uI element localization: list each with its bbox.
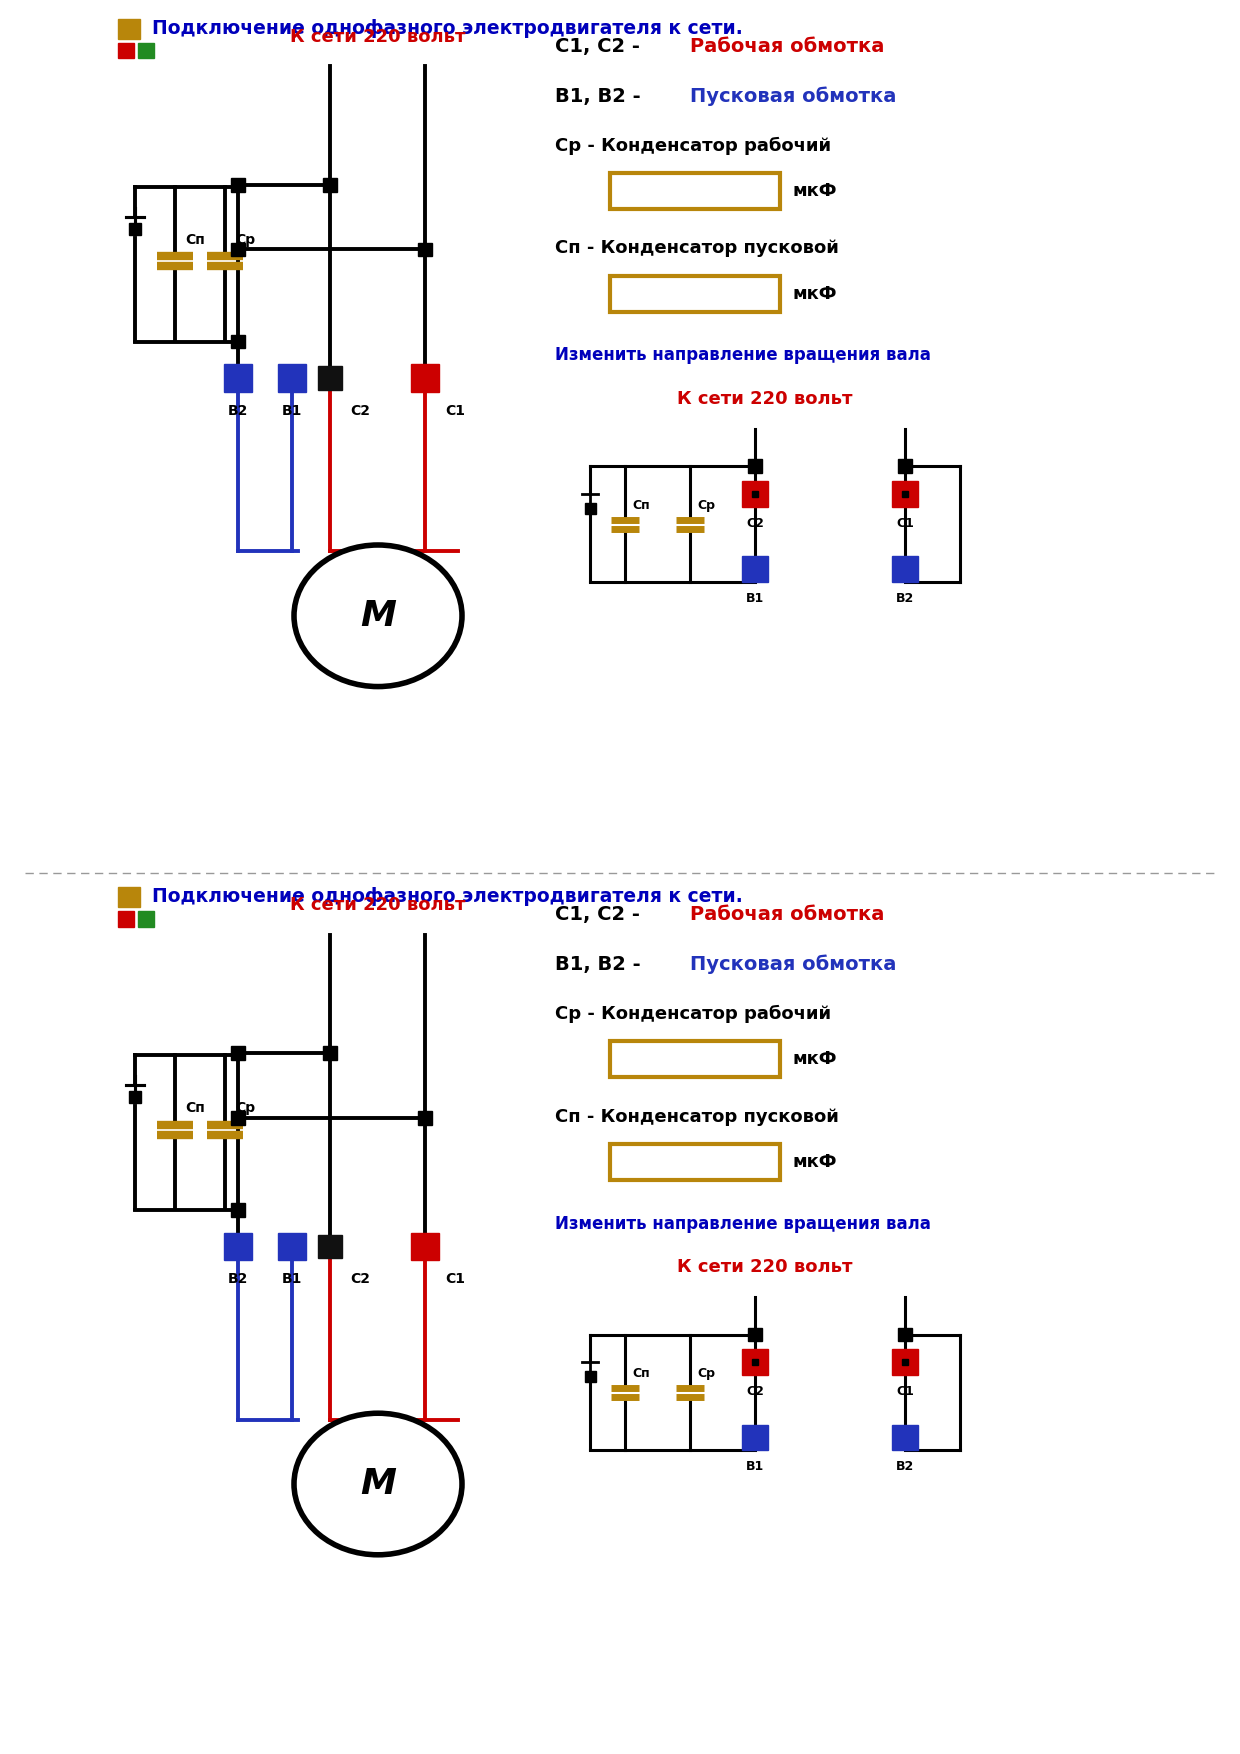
Bar <box>742 481 768 507</box>
Text: С1: С1 <box>897 517 914 530</box>
Bar <box>129 1091 141 1103</box>
Bar <box>319 1235 342 1258</box>
Bar <box>610 1144 780 1180</box>
Text: Пусковая обмотка: Пусковая обмотка <box>689 86 897 105</box>
Text: Подключение однофазного электродвигателя к сети.: Подключение однофазного электродвигателя… <box>153 888 743 907</box>
Text: С2: С2 <box>746 517 764 530</box>
Text: Ср: Ср <box>236 233 255 247</box>
Text: М: М <box>360 598 396 633</box>
Bar <box>118 19 140 39</box>
Bar <box>138 910 154 926</box>
Text: Рабочая обмотка: Рабочая обмотка <box>689 37 884 56</box>
Bar <box>231 242 246 256</box>
Bar <box>118 888 140 907</box>
Text: мкФ: мкФ <box>792 286 837 303</box>
Bar <box>418 1110 432 1124</box>
Bar <box>748 460 763 474</box>
Bar <box>892 481 918 507</box>
Text: В2: В2 <box>228 403 248 417</box>
Text: В1, В2 -: В1, В2 - <box>556 954 647 973</box>
Bar <box>584 1372 595 1382</box>
Bar <box>610 275 780 312</box>
Bar <box>742 1424 768 1451</box>
Bar <box>892 556 918 582</box>
Text: С1, С2 -: С1, С2 - <box>556 905 646 924</box>
Text: Ср: Ср <box>697 498 715 512</box>
Bar <box>278 1233 306 1261</box>
Text: Сп - Конденсатор пусковой: Сп - Конденсатор пусковой <box>556 1109 839 1126</box>
Text: В1: В1 <box>746 1461 764 1473</box>
Text: К сети 220 вольт: К сети 220 вольт <box>290 28 465 46</box>
Text: В2: В2 <box>895 1461 914 1473</box>
Bar <box>231 1203 246 1217</box>
Bar <box>231 1110 246 1124</box>
Text: М: М <box>360 1466 396 1501</box>
Text: К сети 220 вольт: К сети 220 вольт <box>290 896 465 914</box>
Bar <box>410 365 439 393</box>
Text: Ср: Ср <box>697 1366 715 1380</box>
Text: Сп: Сп <box>185 1102 205 1116</box>
Text: В2: В2 <box>228 1272 248 1286</box>
Text: В1, В2 -: В1, В2 - <box>556 86 647 105</box>
Bar <box>418 242 432 256</box>
Text: Сп: Сп <box>632 1366 650 1380</box>
Ellipse shape <box>294 545 463 686</box>
Bar <box>742 1349 768 1375</box>
Bar <box>224 1233 252 1261</box>
Text: Пусковая обмотка: Пусковая обмотка <box>689 954 897 973</box>
Text: Рабочая обмотка: Рабочая обмотка <box>689 905 884 924</box>
Bar <box>892 1349 918 1375</box>
Text: Сп - Конденсатор пусковой: Сп - Конденсатор пусковой <box>556 240 839 258</box>
Text: С1: С1 <box>897 1386 914 1398</box>
Bar <box>898 1328 911 1342</box>
Bar <box>231 179 246 191</box>
Text: К сети 220 вольт: К сети 220 вольт <box>677 389 853 409</box>
Bar <box>410 1233 439 1261</box>
Bar <box>748 1328 763 1342</box>
Text: Ср: Ср <box>236 1102 255 1116</box>
Text: В1: В1 <box>281 403 303 417</box>
Text: С1: С1 <box>445 403 465 417</box>
Text: Ср - Конденсатор рабочий: Ср - Конденсатор рабочий <box>556 137 831 154</box>
Text: Сп: Сп <box>632 498 650 512</box>
Bar <box>224 365 252 393</box>
Text: Ср - Конденсатор рабочий: Ср - Конденсатор рабочий <box>556 1005 831 1023</box>
Bar <box>322 179 337 191</box>
Text: В2: В2 <box>895 593 914 605</box>
Text: Изменить направление вращения вала: Изменить направление вращения вала <box>556 1214 931 1233</box>
Bar <box>742 556 768 582</box>
Bar <box>319 367 342 389</box>
Bar <box>118 42 134 58</box>
Bar <box>584 503 595 514</box>
Text: С2: С2 <box>746 1386 764 1398</box>
Bar <box>129 223 141 235</box>
Bar <box>610 174 780 209</box>
Text: Подключение однофазного электродвигателя к сети.: Подключение однофазного электродвигателя… <box>153 19 743 39</box>
Bar <box>892 1424 918 1451</box>
Bar <box>231 335 246 349</box>
Bar <box>231 1047 246 1059</box>
Bar <box>610 1042 780 1077</box>
Text: К сети 220 вольт: К сети 220 вольт <box>677 1258 853 1277</box>
Text: В1: В1 <box>281 1272 303 1286</box>
Text: В1: В1 <box>746 593 764 605</box>
Bar <box>118 910 134 926</box>
Text: Изменить направление вращения вала: Изменить направление вращения вала <box>556 346 931 365</box>
Text: Сп: Сп <box>185 233 205 247</box>
Bar <box>322 1047 337 1059</box>
Text: С1, С2 -: С1, С2 - <box>556 37 646 56</box>
Text: С2: С2 <box>350 1272 370 1286</box>
Bar <box>898 460 911 474</box>
Ellipse shape <box>294 1414 463 1554</box>
Text: мкФ: мкФ <box>792 1051 837 1068</box>
Text: С2: С2 <box>350 403 370 417</box>
Bar <box>278 365 306 393</box>
Text: С1: С1 <box>445 1272 465 1286</box>
Text: мкФ: мкФ <box>792 1154 837 1172</box>
Bar <box>138 42 154 58</box>
Text: мкФ: мкФ <box>792 182 837 200</box>
